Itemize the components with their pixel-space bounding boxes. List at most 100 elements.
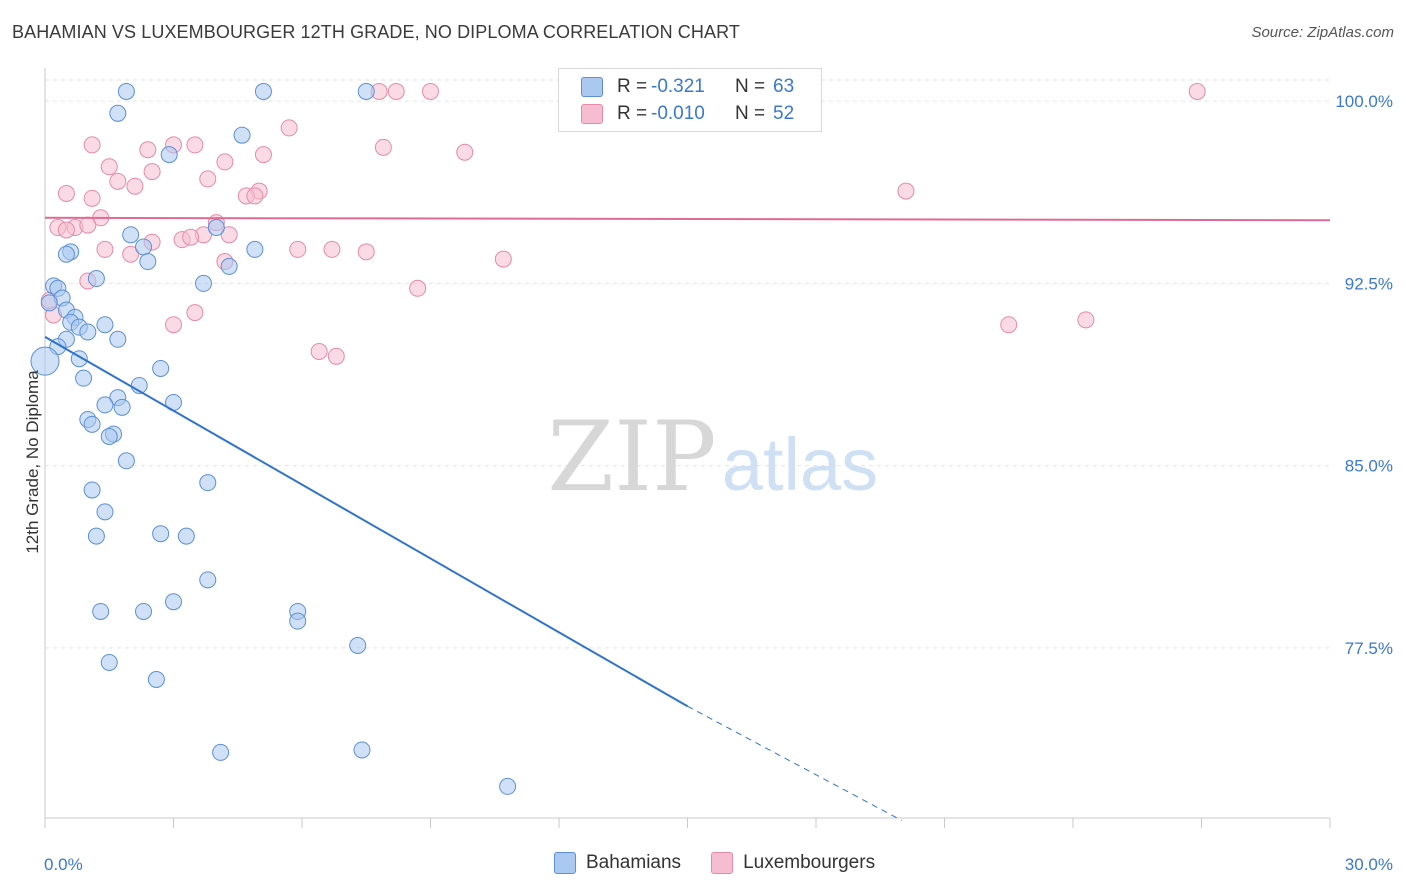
luxembourger-point: [897, 182, 915, 200]
bahamian-point: [160, 146, 178, 164]
bahamian-point: [207, 219, 225, 237]
luxembourger-point: [83, 136, 101, 154]
bahamian-point: [79, 323, 97, 341]
bahamian-point: [96, 503, 114, 521]
legend-swatch-pink: [581, 104, 603, 124]
legend-item-bahamians[interactable]: Bahamians: [554, 852, 681, 874]
legend-n-label: N =: [735, 103, 766, 124]
watermark-zip: ZIP: [547, 401, 716, 513]
legend-item-luxembourgers[interactable]: Luxembourgers: [711, 852, 875, 874]
luxembourgers-trend-line: [44, 216, 1331, 222]
bahamian-point: [139, 253, 157, 271]
bahamian-point: [83, 481, 101, 499]
luxembourger-point: [57, 184, 75, 202]
luxembourger-point: [186, 136, 204, 154]
bahamian-point: [87, 270, 105, 288]
luxembourger-point: [165, 316, 182, 334]
luxembourger-point: [280, 119, 298, 137]
bahamian-point: [499, 777, 517, 795]
bahamian-point: [246, 240, 264, 258]
bahamian-point: [117, 82, 135, 100]
luxembourger-point: [254, 146, 272, 164]
bahamian-point: [87, 527, 105, 545]
luxembourger-point: [57, 221, 75, 239]
legend-n-label: N =: [735, 76, 766, 97]
bahamian-point: [135, 238, 153, 256]
luxembourger-point: [494, 250, 512, 268]
legend-r-label: R =: [617, 76, 648, 97]
bahamian-point: [353, 741, 371, 759]
luxembourger-point: [96, 240, 114, 258]
luxembourger-point: [1000, 316, 1018, 334]
y-tick-label: 92.5%: [1345, 274, 1393, 293]
legend-label-luxembourgers: Luxembourgers: [743, 852, 876, 873]
chart-title: BAHAMIAN VS LUXEMBOURGER 12TH GRADE, NO …: [12, 22, 740, 42]
luxembourger-point: [1077, 311, 1095, 329]
luxembourger-point: [122, 245, 140, 263]
luxembourger-point: [199, 170, 217, 188]
bahamian-point: [212, 743, 230, 761]
luxembourger-point: [289, 240, 307, 258]
luxembourger-point: [1188, 82, 1206, 100]
luxembourger-point: [387, 82, 405, 100]
legend-row-bahamians: R = -0.321 N = 63: [581, 75, 794, 99]
bahamians-trend-extension: [687, 705, 902, 821]
luxembourger-point: [357, 243, 375, 261]
legend-r-label: R =: [617, 103, 648, 124]
bahamian-point: [349, 636, 367, 654]
bahamian-point: [40, 294, 58, 312]
bahamian-point: [147, 670, 165, 688]
source-label: Source: ZipAtlas.com: [1251, 24, 1394, 41]
bahamian-point: [135, 602, 153, 620]
legend-row-luxembourgers: R = -0.010 N = 52: [581, 102, 794, 126]
luxembourger-point: [109, 172, 127, 190]
luxembourger-point: [139, 141, 157, 159]
bahamian-point: [220, 257, 238, 275]
bahamian-point: [254, 82, 272, 100]
bahamian-point: [75, 369, 93, 387]
bahamian-point: [357, 82, 375, 100]
tick-labels: 77.5% 85.0% 92.5% 100.0% 0.0% 30.0%: [44, 92, 1393, 874]
luxembourger-point: [456, 143, 474, 161]
watermark-atlas: atlas: [722, 423, 878, 506]
x-tick-label: 0.0%: [44, 855, 83, 874]
bahamian-point: [96, 316, 114, 334]
luxembourger-point: [126, 177, 144, 195]
legend-n-value: 52: [773, 103, 795, 124]
luxembourger-point: [83, 189, 101, 207]
bahamian-point: [100, 427, 118, 445]
luxembourger-point: [422, 82, 439, 100]
watermark: ZIP atlas: [547, 401, 878, 513]
y-tick-label: 77.5%: [1345, 639, 1393, 658]
luxembourger-point: [100, 158, 118, 176]
y-tick-label: 85.0%: [1345, 457, 1393, 476]
series-legend: Bahamians Luxembourgers: [554, 852, 905, 874]
y-axis-label: 12th Grade, No Diploma: [23, 370, 42, 554]
bahamian-point: [109, 104, 127, 122]
luxembourger-point: [323, 240, 341, 258]
bahamians-trend-line: [44, 335, 688, 708]
legend-swatch-pink: [711, 852, 734, 874]
luxembourger-point: [374, 138, 392, 156]
legend-label-bahamians: Bahamians: [586, 852, 682, 873]
luxembourger-point: [182, 228, 200, 246]
luxembourger-point: [220, 226, 238, 244]
bahamian-point: [113, 398, 131, 416]
bahamian-point: [177, 527, 195, 545]
luxembourger-point: [246, 187, 264, 205]
luxembourger-point: [310, 342, 328, 360]
bahamian-point: [194, 274, 212, 292]
trend-lines: [44, 216, 1331, 821]
bahamian-point: [152, 525, 170, 543]
bahamian-point: [122, 226, 140, 244]
luxembourger-point: [216, 153, 234, 171]
bahamian-point: [289, 612, 307, 630]
axes: [44, 68, 1331, 828]
y-tick-label: 100.0%: [1335, 92, 1393, 111]
bahamian-point: [83, 415, 101, 433]
bahamian-point: [199, 571, 217, 589]
x-tick-label: 30.0%: [1345, 855, 1393, 874]
legend-r-value: -0.321: [651, 76, 705, 97]
bahamian-point: [57, 245, 75, 263]
